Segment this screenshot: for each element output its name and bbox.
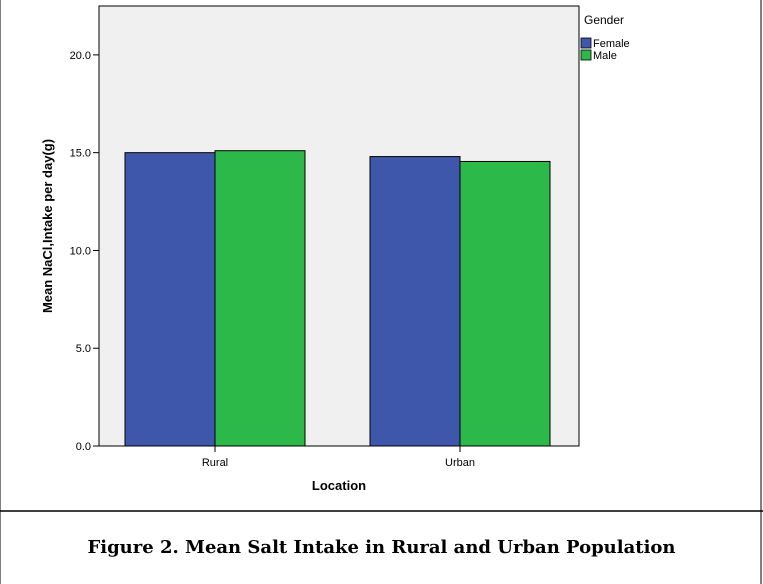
y-axis-label: Mean NaCl,Intake per day(g)	[40, 139, 55, 313]
legend-title: Gender	[584, 13, 624, 27]
bar-urban-female	[369, 156, 461, 447]
y-tick-label: 0.0	[76, 441, 91, 453]
y-tick-label: 10.0	[70, 245, 91, 257]
x-axis: Rural Urban	[202, 446, 475, 469]
y-tick-label: 20.0	[70, 50, 91, 62]
x-axis-label: Location	[312, 478, 366, 493]
y-tick-label: 15.0	[70, 148, 91, 160]
bars	[124, 150, 551, 447]
bar-rural-female	[124, 152, 216, 447]
legend-swatch-male	[580, 49, 592, 61]
caption-area: Figure 2. Mean Salt Intake in Rural and …	[0, 512, 763, 582]
legend-label-female: Female	[593, 38, 630, 50]
figure-caption: Figure 2. Mean Salt Intake in Rural and …	[87, 536, 676, 558]
legend-swatch-female	[580, 37, 592, 49]
y-axis: 0.0 5.0 10.0 15.0 20.0	[70, 50, 99, 453]
bar-urban-male	[459, 160, 551, 447]
legend-label-male: Male	[593, 50, 617, 62]
y-tick-label: 5.0	[76, 343, 91, 355]
bar-rural-male	[214, 150, 306, 447]
x-tick-label: Rural	[202, 457, 228, 469]
x-tick-label: Urban	[445, 457, 475, 469]
